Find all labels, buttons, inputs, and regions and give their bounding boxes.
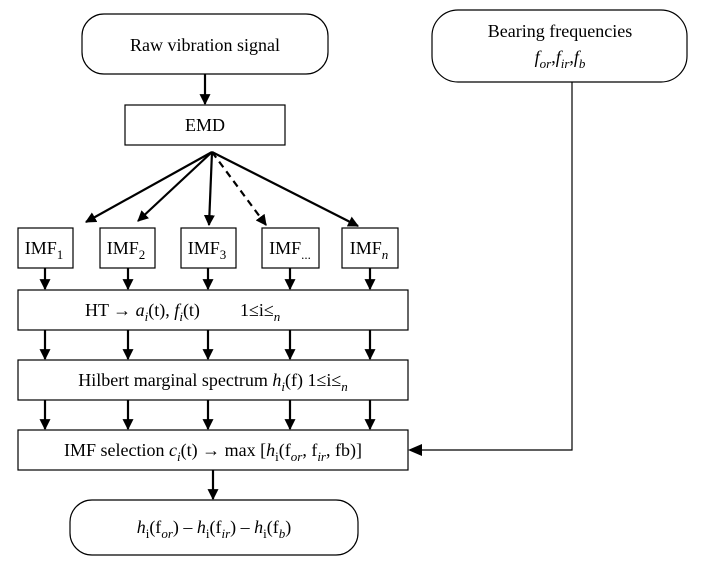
label-part: (f — [267, 517, 279, 538]
output-label: hi(for) – hi(fir) – hi(fb) — [137, 517, 292, 541]
label-part: ir — [222, 526, 232, 541]
label-part: ir — [317, 449, 327, 464]
arrow — [211, 151, 267, 226]
emd-label: EMD — [185, 115, 225, 135]
label-part: i — [275, 449, 279, 464]
label-part: IMF — [25, 238, 57, 258]
label-part: or — [540, 56, 553, 71]
label-part: or — [291, 449, 304, 464]
label-part: ) – — [173, 517, 197, 538]
label-part: i — [179, 309, 183, 324]
selection-label: IMF selection ci(t) → max [hi(for, fir, … — [64, 440, 362, 464]
label-part: i — [145, 309, 149, 324]
label-part: , — [551, 47, 556, 67]
imf-node — [261, 227, 320, 269]
label-part: HT — [85, 300, 113, 320]
label-part: n — [274, 309, 281, 324]
label-part: Hilbert marginal spectrum — [78, 370, 272, 390]
hilbert-label: Hilbert marginal spectrum hi(f) 1≤i≤n — [78, 370, 348, 394]
label-part: n — [382, 247, 389, 262]
label-part: f — [556, 47, 564, 67]
label-part: (f — [149, 517, 161, 538]
label-part: )] — [350, 440, 362, 461]
label-part: h — [137, 517, 146, 537]
label-part: ) – — [230, 517, 254, 538]
label-part: n — [341, 379, 348, 394]
arrow-head — [408, 444, 422, 456]
label-part: f — [535, 47, 543, 67]
emd-node — [124, 104, 286, 146]
label-part: h — [266, 440, 275, 460]
label-part: b — [579, 56, 586, 71]
imf-node — [341, 227, 399, 269]
label-part: h — [197, 517, 206, 537]
label-part: ir — [561, 56, 571, 71]
label-part: IMF — [107, 238, 139, 258]
hilbert-node — [17, 359, 409, 401]
bearing-formula: for,fir,fb — [535, 47, 586, 71]
arrows — [39, 74, 573, 501]
label-part: or — [161, 526, 174, 541]
label-part: ) — [285, 517, 291, 538]
arrow — [137, 151, 213, 222]
selection-node — [17, 429, 409, 471]
label-part: f — [174, 300, 182, 320]
label-part: → — [113, 300, 131, 320]
label-part: , f — [326, 440, 341, 460]
label-part: i — [146, 526, 150, 541]
label-part: h — [272, 370, 281, 390]
arrow — [211, 151, 359, 227]
label-part: IMF — [188, 238, 220, 258]
label-part: 3 — [220, 247, 227, 262]
label-part: i — [177, 449, 181, 464]
connector — [416, 82, 573, 451]
arrow — [85, 151, 213, 223]
arrow — [203, 151, 215, 227]
bearing-node — [431, 9, 688, 83]
label-part: (f — [210, 517, 222, 538]
imf-label: IMF... — [269, 238, 311, 262]
imf-label: IMFn — [350, 238, 389, 262]
label-part: i — [281, 379, 285, 394]
start-label: Raw vibration signal — [130, 35, 280, 55]
ht-node — [17, 289, 409, 331]
label-part: i — [263, 526, 267, 541]
label-part: (t), — [148, 300, 174, 321]
label-part: IMF — [269, 238, 301, 258]
label-part: h — [254, 517, 263, 537]
label-part: IMF — [350, 238, 382, 258]
label-part: 1≤i≤ — [303, 370, 341, 390]
label-part: b — [279, 526, 286, 541]
label-part: (t) — [183, 300, 200, 321]
label-part: IMF selection — [64, 440, 169, 460]
imf-label: IMF3 — [188, 238, 227, 262]
label-part: ... — [301, 247, 311, 262]
imf-label: IMF2 — [107, 238, 146, 262]
imf-node — [99, 227, 156, 269]
label-part: f — [574, 47, 582, 67]
label-part: (t) → max [ — [181, 440, 266, 461]
ht-label: HT → ai(t), fi(t) 1≤i≤n — [85, 300, 280, 324]
label-part: , — [569, 47, 574, 67]
label-part: 1 — [57, 247, 64, 262]
label-part: (f) — [285, 370, 303, 391]
label-part: 1≤i≤ — [240, 300, 274, 320]
label-part: , f — [302, 440, 317, 460]
label-part: a — [131, 300, 145, 320]
imf-node — [17, 227, 74, 269]
imf-label: IMF1 — [25, 238, 64, 262]
label-part: i — [206, 526, 210, 541]
label-part: b — [341, 440, 350, 460]
bearing-title: Bearing frequencies — [488, 21, 632, 41]
label-part: (f — [279, 440, 291, 461]
label-part: 2 — [139, 247, 146, 262]
label-part: c — [169, 440, 177, 460]
